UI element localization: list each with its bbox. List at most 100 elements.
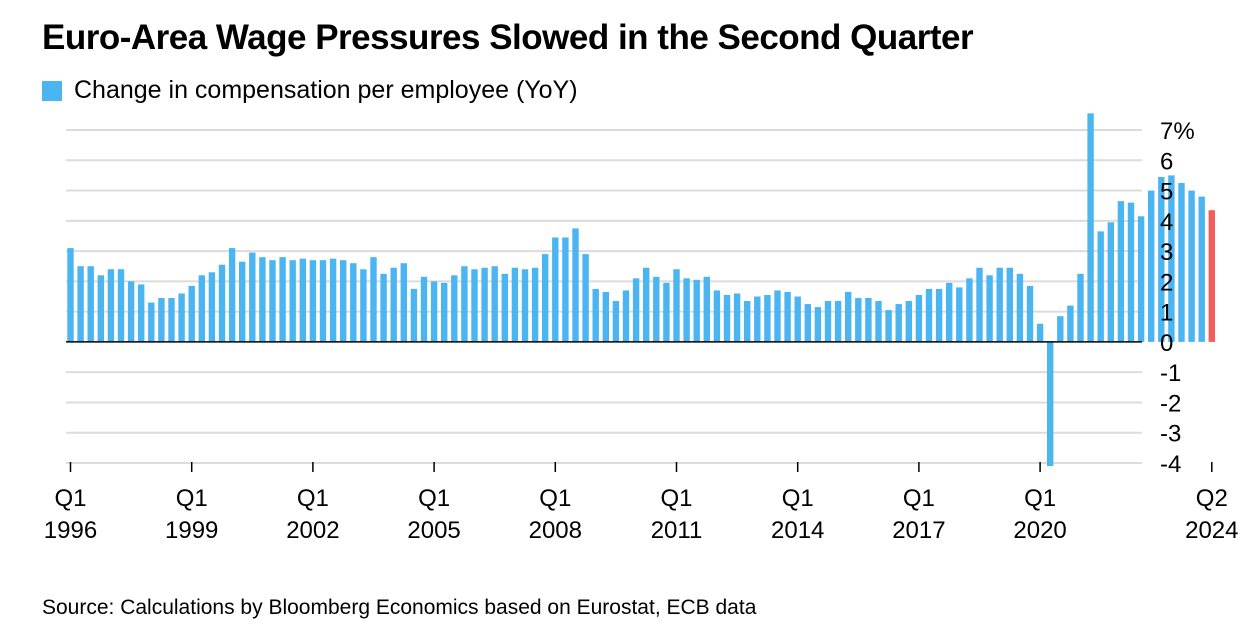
bar (834, 301, 842, 342)
bar (1158, 176, 1165, 342)
bar (279, 257, 286, 342)
bar (632, 278, 640, 342)
bar (1057, 316, 1064, 342)
bar (299, 258, 306, 342)
bar (511, 267, 519, 342)
bar (612, 301, 620, 342)
y-tick-label: -2 (1160, 390, 1181, 417)
bar (754, 296, 761, 342)
bar (976, 267, 983, 342)
bar (845, 291, 852, 342)
bar (683, 278, 690, 342)
x-tick-label: 2002 (286, 517, 339, 544)
legend-label: Change in compensation per employee (YoY… (74, 76, 578, 104)
x-tick-label: Q2 (1196, 485, 1228, 512)
bar (814, 307, 822, 342)
bar (249, 252, 256, 342)
x-tick-label: 2024 (1185, 517, 1238, 544)
bar (713, 290, 721, 342)
bar (390, 267, 397, 342)
x-tick-label: Q1 (418, 485, 450, 512)
bar (198, 275, 205, 342)
bar (1127, 202, 1135, 342)
bar (956, 287, 963, 342)
bar (925, 288, 933, 342)
chart-title: Euro-Area Wage Pressures Slowed in the S… (42, 18, 974, 57)
axes: 7% 6 5 4 3 2 1 0 -1 -2 -3 -4 Q1 1996 Q1 1999 Q1 2002 Q1 200… (44, 118, 1239, 544)
y-tick-label: 4 (1160, 209, 1173, 236)
bar (1026, 285, 1034, 342)
bar (87, 266, 94, 342)
bar (340, 260, 347, 342)
bar (663, 282, 670, 342)
bar (117, 269, 125, 342)
bar (703, 276, 710, 342)
bar (885, 310, 892, 342)
bar (208, 272, 216, 342)
bar-latest (1208, 210, 1215, 342)
bar (77, 266, 84, 342)
bar (461, 266, 468, 342)
y-tick-label: 5 (1160, 179, 1173, 206)
bar (784, 291, 791, 342)
bar (895, 304, 902, 342)
bar (380, 273, 387, 342)
bar (653, 276, 660, 342)
bar (259, 257, 266, 342)
bar (188, 285, 195, 342)
bar (1107, 222, 1114, 342)
x-tick-label: 2008 (529, 517, 582, 544)
bar (239, 261, 246, 342)
bar (1198, 196, 1205, 342)
x-tick-label: Q1 (660, 485, 692, 512)
y-tick-label: 7% (1160, 118, 1195, 145)
bar (319, 260, 327, 342)
bar (67, 248, 74, 342)
bar (542, 254, 549, 342)
y-tick-label: 0 (1160, 330, 1173, 357)
bar (370, 257, 377, 342)
bar (764, 294, 771, 342)
bar (269, 260, 276, 342)
bar (552, 237, 559, 342)
bar (228, 248, 236, 342)
chart-legend: Change in compensation per employee (YoY… (42, 76, 578, 105)
bar (400, 263, 407, 342)
bar (996, 267, 1003, 342)
bar (329, 258, 337, 342)
bar (1148, 190, 1155, 342)
bar (127, 281, 135, 342)
bar (1067, 305, 1074, 342)
bar (471, 269, 478, 342)
y-tick-label: -3 (1160, 421, 1181, 448)
bar (1036, 323, 1044, 342)
bar (774, 290, 781, 342)
bar (1168, 175, 1175, 342)
bar (350, 263, 357, 342)
bar (905, 301, 912, 342)
legend-swatch (42, 80, 62, 101)
bar (1006, 267, 1013, 342)
x-tick-label: 2014 (771, 517, 824, 544)
bar (723, 294, 731, 342)
bar (1188, 190, 1195, 342)
x-tick-label: Q1 (176, 485, 208, 512)
x-tick-label: 1999 (165, 517, 218, 544)
bar (562, 237, 569, 342)
bar (289, 260, 296, 342)
bar (1097, 231, 1104, 342)
bar (1016, 273, 1024, 342)
bar (168, 298, 175, 342)
bar (1137, 216, 1145, 342)
bar (966, 278, 973, 342)
y-tick-label: 6 (1160, 148, 1173, 175)
bar (986, 275, 993, 342)
bar (521, 269, 529, 342)
bar (1077, 273, 1084, 342)
x-tick-label: Q1 (903, 485, 935, 512)
x-tick-label: Q1 (539, 485, 571, 512)
bar (410, 288, 418, 342)
x-tick-label: Q1 (54, 485, 86, 512)
x-tick-label: Q1 (1024, 485, 1056, 512)
x-tick-label: Q1 (297, 485, 329, 512)
